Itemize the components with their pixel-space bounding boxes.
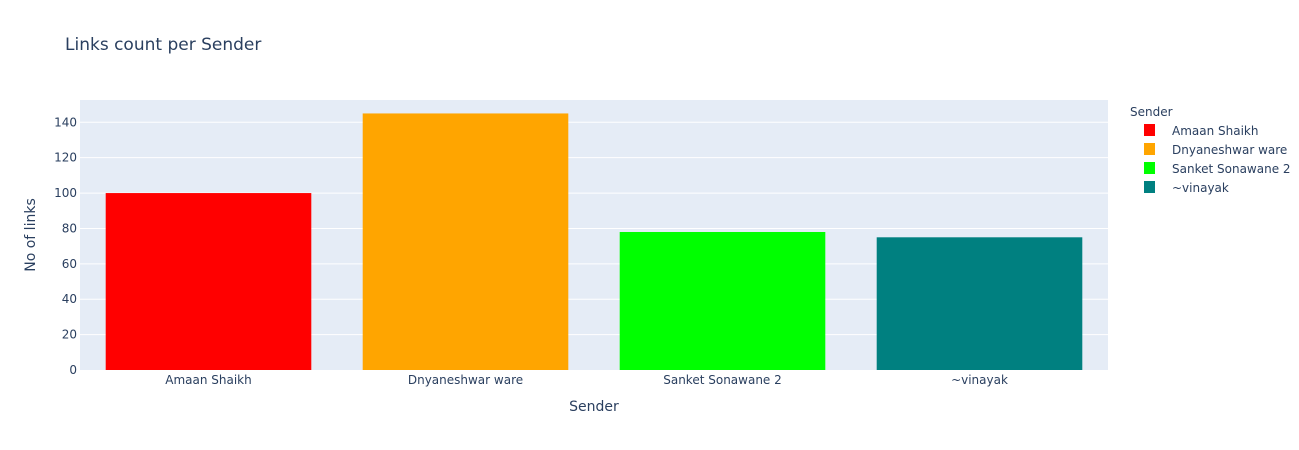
legend-swatch (1144, 143, 1155, 155)
x-tick-label: Dnyaneshwar ware (408, 373, 523, 387)
bar-1[interactable] (105, 193, 312, 370)
bars (105, 113, 1083, 370)
y-axis-title: No of links (23, 198, 39, 272)
y-tick-label: 80 (62, 221, 77, 235)
legend-label: Dnyaneshwar ware (1172, 143, 1287, 157)
x-axis-title: Sender (569, 399, 619, 415)
legend-swatch (1144, 162, 1155, 174)
legend-label: ~vinayak (1172, 181, 1229, 195)
x-axis-ticks: Amaan Shaikh Dnyaneshwar ware Sanket Sonaw… (165, 373, 1008, 387)
y-tick-label: 20 (62, 328, 77, 342)
legend-item[interactable]: ~vinayak (1144, 181, 1229, 195)
x-tick-label: Sanket Sonawane 2 (663, 373, 782, 387)
y-tick-label: 60 (62, 257, 77, 271)
bar-3[interactable] (619, 231, 826, 370)
y-axis-ticks: 0 20 40 60 80 100 120 140 (54, 115, 77, 377)
x-tick-label: Amaan Shaikh (165, 373, 252, 387)
y-tick-label: 100 (54, 186, 77, 200)
chart-title: Links count per Sender (65, 35, 261, 55)
legend-item[interactable]: Sanket Sonawane 2 (1144, 162, 1291, 176)
legend-title: Sender (1130, 105, 1173, 119)
y-tick-label: 0 (69, 363, 77, 377)
legend-label: Amaan Shaikh (1172, 124, 1259, 138)
x-tick-label: ~vinayak (951, 373, 1008, 387)
y-tick-label: 140 (54, 115, 77, 129)
y-tick-label: 40 (62, 292, 77, 306)
legend-item[interactable]: Dnyaneshwar ware (1144, 143, 1287, 157)
legend-swatch (1144, 124, 1155, 136)
legend-item[interactable]: Amaan Shaikh (1144, 124, 1259, 138)
legend-label: Sanket Sonawane 2 (1172, 162, 1291, 176)
legend: Sender Amaan Shaikh Dnyaneshwar ware Sanke… (1130, 105, 1291, 195)
bar-4[interactable] (876, 237, 1083, 370)
bar-2[interactable] (362, 113, 569, 370)
legend-swatch (1144, 181, 1155, 193)
y-tick-label: 120 (54, 151, 77, 165)
